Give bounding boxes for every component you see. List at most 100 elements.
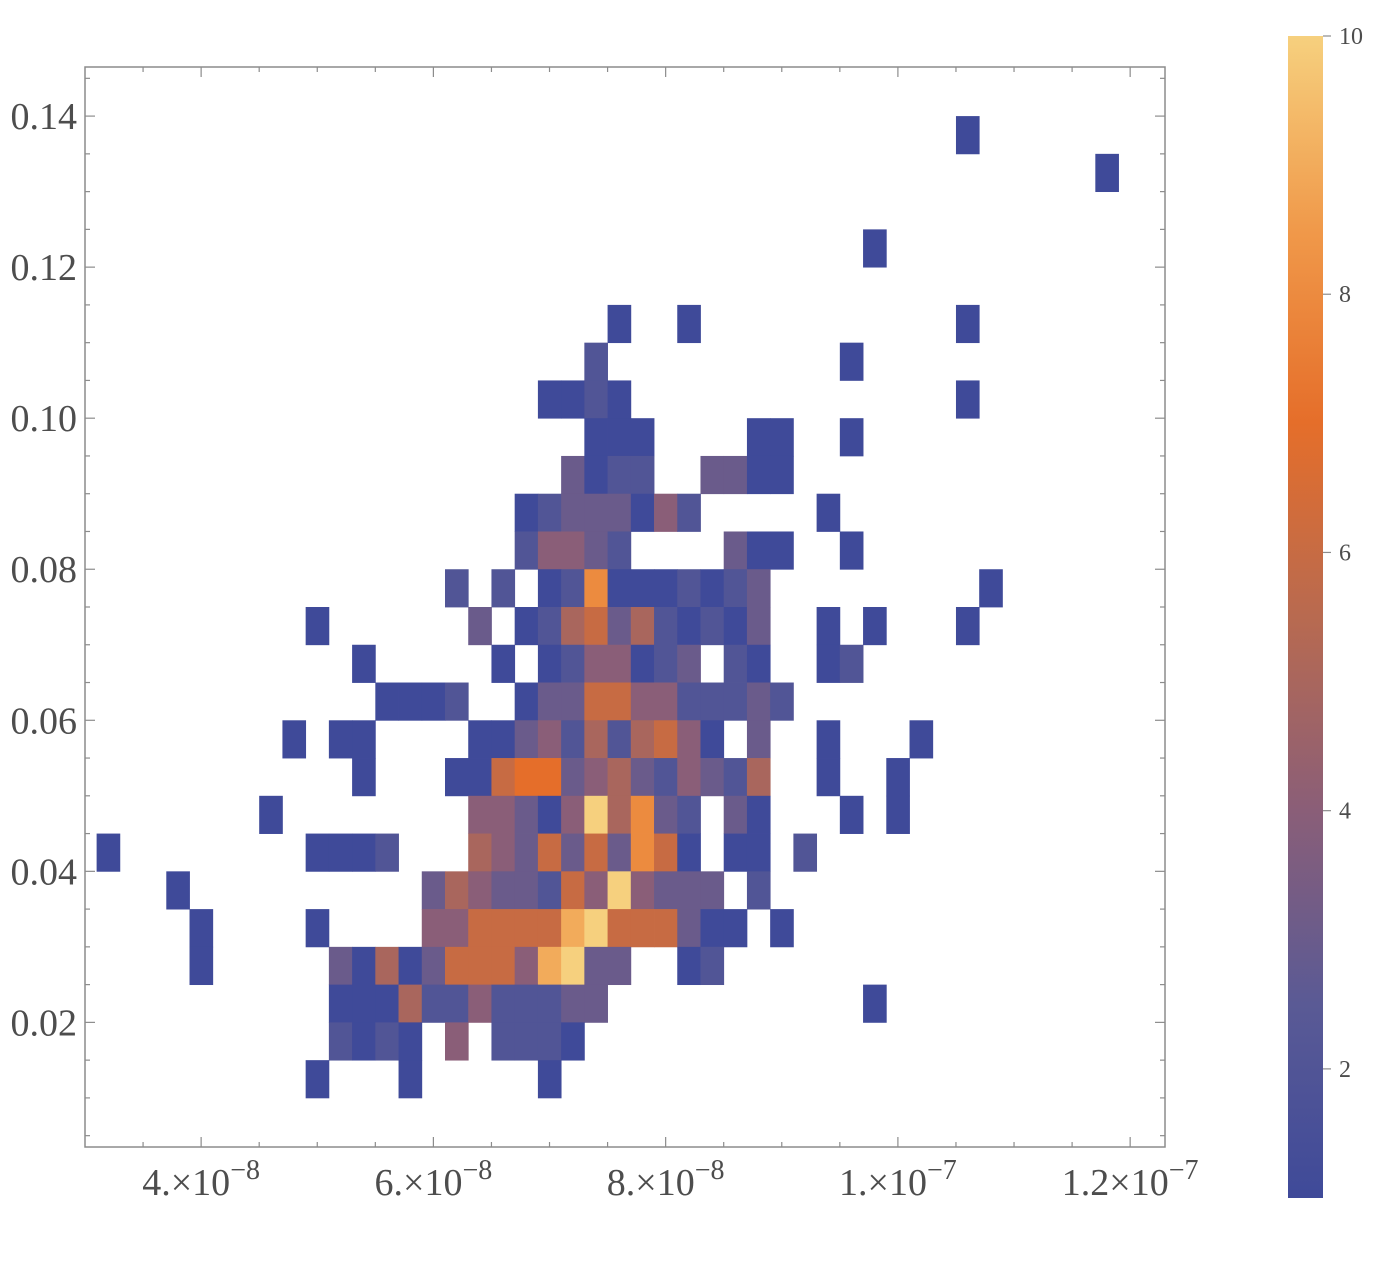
heatmap-bin	[421, 909, 446, 948]
heatmap-bin	[305, 1060, 330, 1099]
heatmap-bin	[700, 607, 725, 646]
heatmap-bin	[955, 116, 980, 155]
heatmap-bin	[305, 833, 330, 872]
heatmap-bin	[375, 682, 399, 721]
heatmap-bin	[607, 304, 632, 344]
heatmap-bin	[328, 833, 353, 872]
heatmap-bin	[398, 984, 423, 1023]
heatmap-bin	[328, 720, 353, 759]
heatmap-bin	[654, 795, 678, 834]
heatmap-bin	[700, 946, 725, 986]
heatmap-bin	[770, 531, 794, 570]
heatmap-bin	[514, 758, 539, 797]
heatmap-bin	[886, 758, 910, 797]
heatmap-bin	[816, 644, 841, 683]
heatmap-bin	[677, 569, 701, 608]
heatmap-bin	[514, 531, 539, 570]
heatmap-bin	[677, 304, 701, 344]
heatmap-bin	[352, 758, 376, 797]
heatmap-bin	[352, 1022, 376, 1061]
heatmap-bin	[770, 682, 794, 721]
heatmap-bin	[561, 720, 585, 759]
heatmap-bin	[630, 795, 655, 834]
heatmap-bin	[654, 569, 678, 608]
heatmap-bin	[607, 569, 632, 608]
y-tick-label: 0.10	[11, 398, 78, 440]
heatmap-bin	[491, 871, 516, 910]
heatmap-bin	[700, 455, 725, 495]
heatmap-bin	[723, 682, 748, 721]
heatmap-bin	[514, 946, 539, 986]
heatmap-bin	[816, 720, 841, 759]
heatmap-bin	[491, 946, 516, 986]
heatmap-bin	[723, 795, 748, 834]
heatmap-bin	[468, 833, 492, 872]
heatmap-bin	[630, 569, 655, 608]
heatmap-bin	[839, 531, 864, 570]
x-tick-times: ×10	[635, 1162, 694, 1204]
heatmap-bin	[445, 909, 469, 948]
heatmap-bin	[584, 795, 608, 834]
heatmap-bin	[561, 644, 585, 683]
heatmap-bin	[607, 493, 632, 532]
heatmap-bin	[537, 795, 562, 834]
heatmap-bin	[468, 909, 492, 948]
heatmap-bin	[189, 946, 214, 986]
y-axis-tick-labels: 0.02 0.04 0.06 0.08 0.10 0.12 0.14	[11, 96, 78, 1044]
heatmap-bin	[816, 493, 841, 532]
heatmap-bin	[584, 455, 608, 495]
heatmap-bin	[654, 720, 678, 759]
heatmap-bin	[584, 946, 608, 986]
heatmap-bin	[863, 984, 887, 1023]
heatmap-bin	[723, 644, 748, 683]
heatmap-bin	[746, 682, 771, 721]
heatmap-bin	[96, 833, 121, 872]
colorbar-tick-label: 10	[1339, 24, 1363, 50]
y-tick-label: 0.12	[11, 247, 78, 289]
heatmap-bin	[468, 720, 492, 759]
heatmap-bin	[421, 682, 446, 721]
heatmap-bin	[468, 871, 492, 910]
heatmap-bin	[630, 682, 655, 721]
heatmap-bin	[886, 795, 910, 834]
heatmap-bin	[584, 569, 608, 608]
heatmap-bin	[584, 758, 608, 797]
x-tick-times: ×10	[403, 1162, 462, 1204]
heatmap-bin	[630, 909, 655, 948]
heatmap-bin	[955, 380, 980, 419]
heatmap-bin	[630, 871, 655, 910]
heatmap-bin	[445, 1022, 469, 1061]
x-axis-tick-labels: 4.×10−8 6.×10−8 8.×10−8 1.×10−7 1.2×10−7	[142, 1155, 1198, 1204]
heatmap-bin	[421, 946, 446, 986]
colorbar-gradient	[1288, 36, 1323, 1198]
heatmap-bin	[584, 531, 608, 570]
heatmap-bin	[514, 833, 539, 872]
heatmap-bin	[352, 984, 376, 1023]
heatmap-bin	[491, 833, 516, 872]
axis-ticks	[85, 67, 1165, 1147]
heatmap-bin	[352, 644, 376, 683]
heatmap-bin	[491, 909, 516, 948]
heatmap-bin	[607, 455, 632, 495]
heatmap-bin	[607, 531, 632, 570]
heatmap-bin	[630, 493, 655, 532]
heatmap-bin	[700, 871, 725, 910]
heatmap-bin	[514, 909, 539, 948]
heatmap-bin	[584, 342, 608, 381]
y-tick-label: 0.04	[11, 851, 78, 893]
y-tick-label: 0.02	[11, 1002, 78, 1044]
heatmap-bin	[746, 758, 771, 797]
colorbar-tick-label: 8	[1339, 282, 1351, 308]
heatmap-bin	[700, 909, 725, 948]
heatmap-bin	[630, 455, 655, 495]
heatmap-bin	[607, 946, 632, 986]
heatmap-bin	[375, 984, 399, 1023]
heatmap-bins	[96, 116, 1119, 1099]
heatmap-bin	[630, 720, 655, 759]
heatmap-bin	[816, 758, 841, 797]
heatmap-bin	[677, 607, 701, 646]
heatmap-bin	[654, 607, 678, 646]
heatmap-bin	[677, 946, 701, 986]
heatmap-bin	[607, 833, 632, 872]
heatmap-bin	[746, 607, 771, 646]
